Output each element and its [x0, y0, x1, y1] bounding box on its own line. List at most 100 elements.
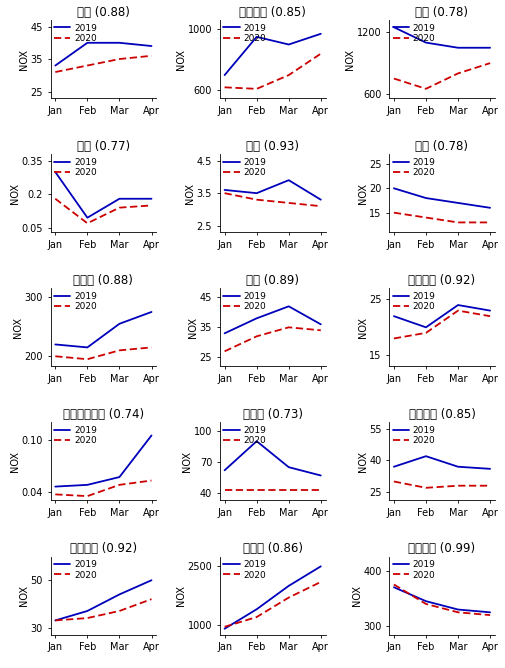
2020: [423, 329, 429, 337]
Line: 2019: 2019: [225, 34, 321, 75]
2019: [84, 607, 90, 615]
2020: [423, 600, 429, 608]
2020: [53, 490, 59, 498]
2020: [222, 347, 228, 355]
Line: 2019: 2019: [394, 27, 490, 47]
Title: イタリア (0.85): イタリア (0.85): [409, 408, 475, 422]
2019: [254, 315, 260, 323]
Y-axis label: NOX: NOX: [19, 49, 29, 69]
2020: [53, 352, 59, 360]
Line: 2019: 2019: [56, 580, 152, 621]
2019: [423, 194, 429, 202]
2019: [455, 199, 461, 207]
2020: [117, 346, 123, 354]
Title: スペイン (0.92): スペイン (0.92): [70, 542, 137, 556]
2019: [254, 605, 260, 613]
2020: [53, 68, 59, 76]
Legend: 2019, 2020: 2019, 2020: [392, 23, 436, 44]
2020: [286, 486, 292, 494]
2020: [455, 482, 461, 490]
Line: 2019: 2019: [56, 172, 152, 218]
2019: [455, 605, 461, 613]
2020: [487, 611, 493, 619]
2019: [84, 39, 90, 47]
Line: 2019: 2019: [56, 436, 152, 486]
2020: [117, 607, 123, 615]
2019: [423, 452, 429, 460]
2020: [455, 218, 461, 226]
Y-axis label: NOX: NOX: [358, 451, 368, 472]
2020: [391, 580, 397, 589]
Line: 2019: 2019: [394, 587, 490, 613]
2019: [423, 323, 429, 331]
2019: [117, 473, 123, 481]
2020: [286, 199, 292, 207]
Line: 2020: 2020: [56, 347, 152, 359]
Title: ベトナム (0.92): ベトナム (0.92): [409, 274, 476, 287]
Title: インド (0.88): インド (0.88): [73, 274, 133, 287]
Legend: 2019, 2020: 2019, 2020: [392, 291, 436, 312]
2020: [286, 71, 292, 79]
2019: [455, 463, 461, 471]
2019: [222, 186, 228, 194]
2020: [222, 189, 228, 197]
2020: [318, 49, 324, 57]
2019: [391, 463, 397, 471]
Line: 2020: 2020: [394, 482, 490, 488]
Legend: 2019, 2020: 2019, 2020: [223, 425, 267, 446]
Line: 2019: 2019: [225, 441, 321, 476]
2020: [117, 55, 123, 63]
2020: [148, 476, 155, 484]
2020: [84, 492, 90, 500]
2019: [487, 609, 493, 617]
2020: [254, 486, 260, 494]
2019: [391, 23, 397, 31]
Y-axis label: NOX: NOX: [19, 585, 29, 606]
Y-axis label: NOX: NOX: [351, 585, 362, 606]
2020: [148, 202, 155, 210]
2020: [391, 75, 397, 83]
Line: 2020: 2020: [56, 199, 152, 223]
2020: [254, 85, 260, 93]
2019: [286, 41, 292, 49]
2020: [423, 484, 429, 492]
2019: [148, 42, 155, 50]
2020: [391, 478, 397, 486]
Line: 2020: 2020: [225, 53, 321, 89]
2020: [84, 61, 90, 69]
2020: [455, 307, 461, 315]
2020: [222, 486, 228, 494]
2019: [254, 33, 260, 41]
2019: [286, 463, 292, 471]
Title: タイ (0.89): タイ (0.89): [246, 274, 299, 287]
2019: [222, 625, 228, 633]
Legend: 2019, 2020: 2019, 2020: [53, 157, 98, 178]
Line: 2019: 2019: [394, 456, 490, 469]
Title: シンガポール (0.74): シンガポール (0.74): [63, 408, 144, 422]
2020: [286, 323, 292, 331]
2020: [84, 355, 90, 363]
Line: 2020: 2020: [225, 582, 321, 627]
2019: [117, 195, 123, 203]
2020: [455, 69, 461, 77]
Legend: 2019, 2020: 2019, 2020: [392, 425, 436, 446]
Y-axis label: NOX: NOX: [358, 182, 368, 204]
2020: [487, 482, 493, 490]
2019: [487, 465, 493, 473]
2019: [318, 562, 324, 570]
2020: [254, 613, 260, 621]
2020: [254, 196, 260, 204]
2020: [318, 202, 324, 210]
2019: [391, 184, 397, 192]
2019: [318, 472, 324, 480]
Legend: 2019, 2020: 2019, 2020: [392, 157, 436, 178]
2019: [455, 43, 461, 51]
Title: アメリカ (0.85): アメリカ (0.85): [239, 6, 306, 19]
2020: [53, 617, 59, 625]
2019: [84, 481, 90, 489]
2020: [222, 84, 228, 92]
Line: 2019: 2019: [394, 305, 490, 327]
2019: [487, 204, 493, 212]
2019: [286, 582, 292, 590]
2019: [117, 591, 123, 599]
